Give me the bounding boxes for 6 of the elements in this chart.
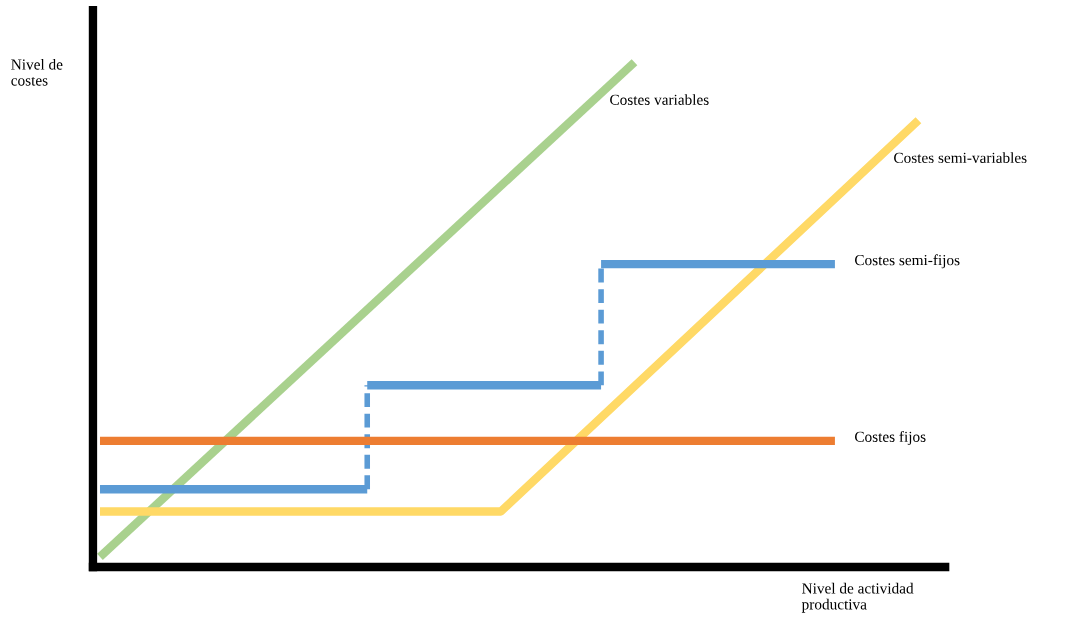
- x-axis-title: Nivel de actividad productiva: [801, 582, 914, 613]
- series-label: Costes semi-variables: [894, 152, 1027, 163]
- series-label: Costes variables: [610, 94, 709, 105]
- series-label: Costes fijos: [854, 431, 926, 446]
- series-label: Costes semi-fijos: [854, 254, 960, 269]
- y-axis-title: Nivel de costes: [11, 58, 63, 86]
